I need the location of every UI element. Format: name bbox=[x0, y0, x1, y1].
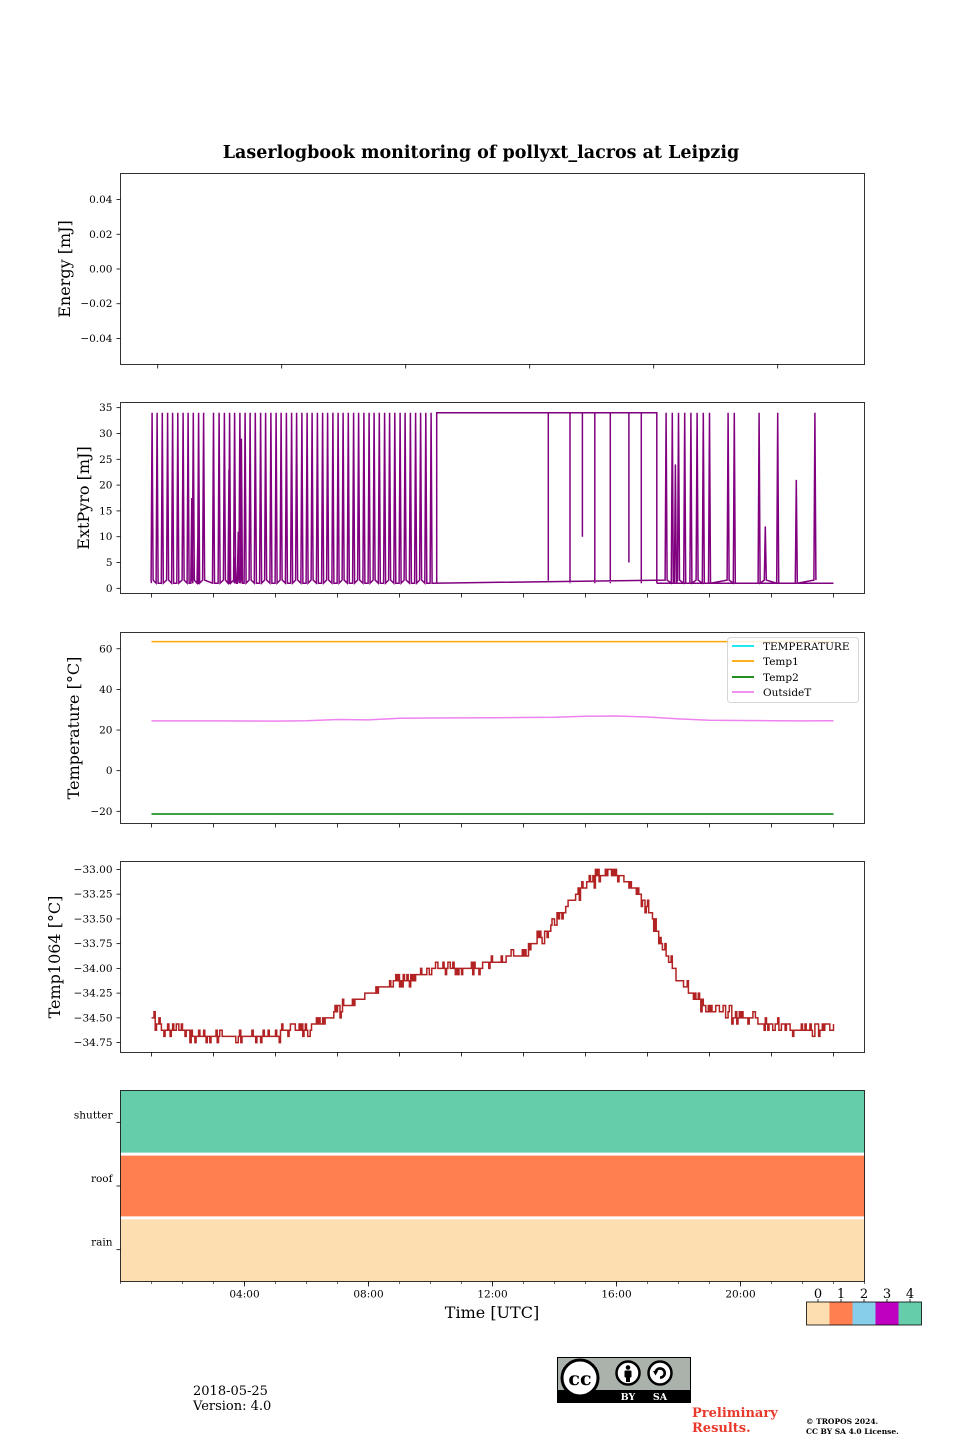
status-xtick-label: 20:00 bbox=[725, 1289, 755, 1301]
status-ytick-label: shutter bbox=[74, 1109, 114, 1121]
energy-ytick-label: 0.00 bbox=[89, 264, 112, 276]
temp1064-xticks bbox=[151, 1052, 834, 1057]
energy-ytick-label: 0.02 bbox=[89, 229, 112, 241]
temp1064-ytick-label: −33.75 bbox=[74, 938, 113, 950]
preliminary-note: Preliminary Results. bbox=[692, 1406, 778, 1436]
colorbar-label: 3 bbox=[883, 1287, 891, 1302]
extpyro-ytick-label: 35 bbox=[99, 402, 112, 414]
preliminary-line-2: Results. bbox=[692, 1421, 751, 1436]
colorbar-label: 1 bbox=[837, 1287, 845, 1302]
cc-by-label: BY bbox=[621, 1392, 636, 1403]
energy-panel: 0.04 0.02 0.00 −0.02 −0.04 Energy [mJ] bbox=[55, 173, 865, 369]
temp1064-ytick-label: −34.50 bbox=[74, 1012, 113, 1024]
temp1064-ylabel: Temp1064 [°C] bbox=[45, 896, 64, 1019]
extpyro-ytick-label: 0 bbox=[106, 583, 113, 595]
extpyro-line bbox=[150, 412, 834, 586]
status-xtick-label: 16:00 bbox=[601, 1289, 631, 1301]
energy-axes bbox=[120, 173, 865, 365]
temperature-panel: 60 40 20 0 −20 Temperature [°C] TEMPERATURE … bbox=[64, 632, 865, 828]
temp1064-ytick-label: −34.25 bbox=[74, 988, 113, 1000]
colorbar-swatch-1 bbox=[829, 1302, 853, 1325]
status-row-shutter bbox=[120, 1090, 865, 1155]
extpyro-ytick-label: 5 bbox=[106, 557, 113, 569]
status-xtick-label: 12:00 bbox=[477, 1289, 507, 1301]
colorbar-swatch-0 bbox=[806, 1302, 830, 1325]
energy-xticks bbox=[157, 364, 779, 369]
extpyro-ylabel: ExtPyro [mJ] bbox=[74, 446, 93, 549]
temp1064-axes bbox=[120, 861, 865, 1053]
temperature-ytick-label: −20 bbox=[90, 806, 112, 818]
status-ytick-label: rain bbox=[91, 1237, 113, 1249]
status-yticks: shutter roof rain bbox=[74, 1109, 121, 1251]
energy-ylabel: Energy [mJ] bbox=[55, 220, 74, 318]
legend-label-temperature: TEMPERATURE bbox=[763, 641, 850, 653]
status-xtick-label: 08:00 bbox=[353, 1289, 383, 1301]
extpyro-axes bbox=[120, 402, 865, 594]
extpyro-ytick-label: 30 bbox=[99, 428, 112, 440]
temperature-ylabel: Temperature [°C] bbox=[64, 657, 83, 800]
date-label: 2018-05-25 bbox=[193, 1384, 268, 1399]
colorbar-label: 4 bbox=[906, 1287, 914, 1302]
energy-ytick-label: −0.04 bbox=[80, 333, 112, 345]
status-rows bbox=[120, 1090, 865, 1282]
energy-yticks: 0.04 0.02 0.00 −0.02 −0.04 bbox=[80, 194, 121, 345]
temperature-legend: TEMPERATURE Temp1 Temp2 OutsideT bbox=[727, 637, 859, 703]
status-row-rain bbox=[120, 1217, 865, 1282]
temperature-ytick-label: 60 bbox=[99, 643, 112, 655]
extpyro-ytick-label: 20 bbox=[99, 480, 112, 492]
cc-by-sa-logo: cc BY SA bbox=[557, 1357, 691, 1403]
svg-text:cc: cc bbox=[568, 1368, 591, 1390]
legend-box bbox=[727, 637, 859, 703]
temperature-axes bbox=[120, 632, 865, 824]
colorbar-swatch-3 bbox=[875, 1302, 899, 1325]
copyright-line-2: CC BY SA 4.0 License. bbox=[806, 1427, 899, 1436]
temperature-series-outsidet bbox=[151, 715, 834, 722]
temp1064-ytick-label: −34.75 bbox=[74, 1037, 113, 1049]
status-xlabel: Time [UTC] bbox=[445, 1303, 539, 1322]
temp1064-ytick-label: −33.00 bbox=[74, 864, 113, 876]
cc-sa-label: SA bbox=[653, 1392, 668, 1403]
temperature-xticks bbox=[151, 823, 834, 828]
temperature-ytick-label: 20 bbox=[99, 725, 112, 737]
version-label: Version: 4.0 bbox=[193, 1399, 272, 1414]
preliminary-line-1: Preliminary bbox=[692, 1406, 778, 1421]
temp1064-line bbox=[151, 868, 835, 1044]
legend-label-outsidet: OutsideT bbox=[763, 687, 811, 699]
colorbar-swatch-2 bbox=[852, 1302, 876, 1325]
figure-title: Laserlogbook monitoring of pollyxt_lacro… bbox=[223, 143, 740, 163]
status-xticks: 04:00 08:00 12:00 16:00 20:00 bbox=[120, 1281, 865, 1301]
status-xtick-label: 04:00 bbox=[229, 1289, 259, 1301]
colorbar-label: 0 bbox=[814, 1287, 822, 1302]
colorbar-swatch-4 bbox=[898, 1302, 922, 1325]
copyright-line-1: © TROPOS 2024. bbox=[806, 1417, 879, 1426]
copyright-note: © TROPOS 2024. CC BY SA 4.0 License. bbox=[806, 1417, 899, 1437]
temp1064-ytick-label: −33.25 bbox=[74, 889, 113, 901]
temp1064-yticks: −33.00 −33.25 −33.50 −33.75 −34.00 −34.25 −34.… bbox=[74, 864, 121, 1049]
legend-label-temp1: Temp1 bbox=[763, 656, 799, 668]
temperature-ytick-label: 0 bbox=[106, 765, 113, 777]
extpyro-ytick-label: 15 bbox=[99, 505, 112, 517]
status-ytick-label: roof bbox=[91, 1173, 114, 1185]
energy-ytick-label: −0.02 bbox=[80, 298, 112, 310]
temperature-lines bbox=[151, 640, 834, 815]
colorbar-label: 2 bbox=[860, 1287, 868, 1302]
extpyro-xticks bbox=[151, 593, 834, 598]
legend-label-temp2: Temp2 bbox=[763, 672, 799, 684]
temp1064-ytick-label: −33.50 bbox=[74, 913, 113, 925]
extpyro-ytick-label: 25 bbox=[99, 454, 112, 466]
date-version: 2018-05-25 Version: 4.0 bbox=[193, 1384, 271, 1414]
extpyro-yticks: 0 5 10 15 20 25 30 35 bbox=[99, 402, 121, 595]
energy-ytick-label: 0.04 bbox=[89, 194, 113, 206]
extpyro-ytick-label: 10 bbox=[99, 531, 112, 543]
status-panel: shutter roof rain 04:00 08:00 12:00 16:00 20:0… bbox=[74, 1090, 865, 1322]
temperature-yticks: 60 40 20 0 −20 bbox=[90, 643, 121, 818]
extpyro-panel: 0 5 10 15 20 25 30 35 ExtPyro [mJ] bbox=[74, 402, 865, 598]
status-row-roof bbox=[120, 1154, 865, 1218]
temp1064-panel: −33.00 −33.25 −33.50 −33.75 −34.00 −34.25 −34.… bbox=[45, 861, 865, 1057]
temperature-ytick-label: 40 bbox=[99, 684, 112, 696]
temp1064-ytick-label: −34.00 bbox=[74, 963, 113, 975]
